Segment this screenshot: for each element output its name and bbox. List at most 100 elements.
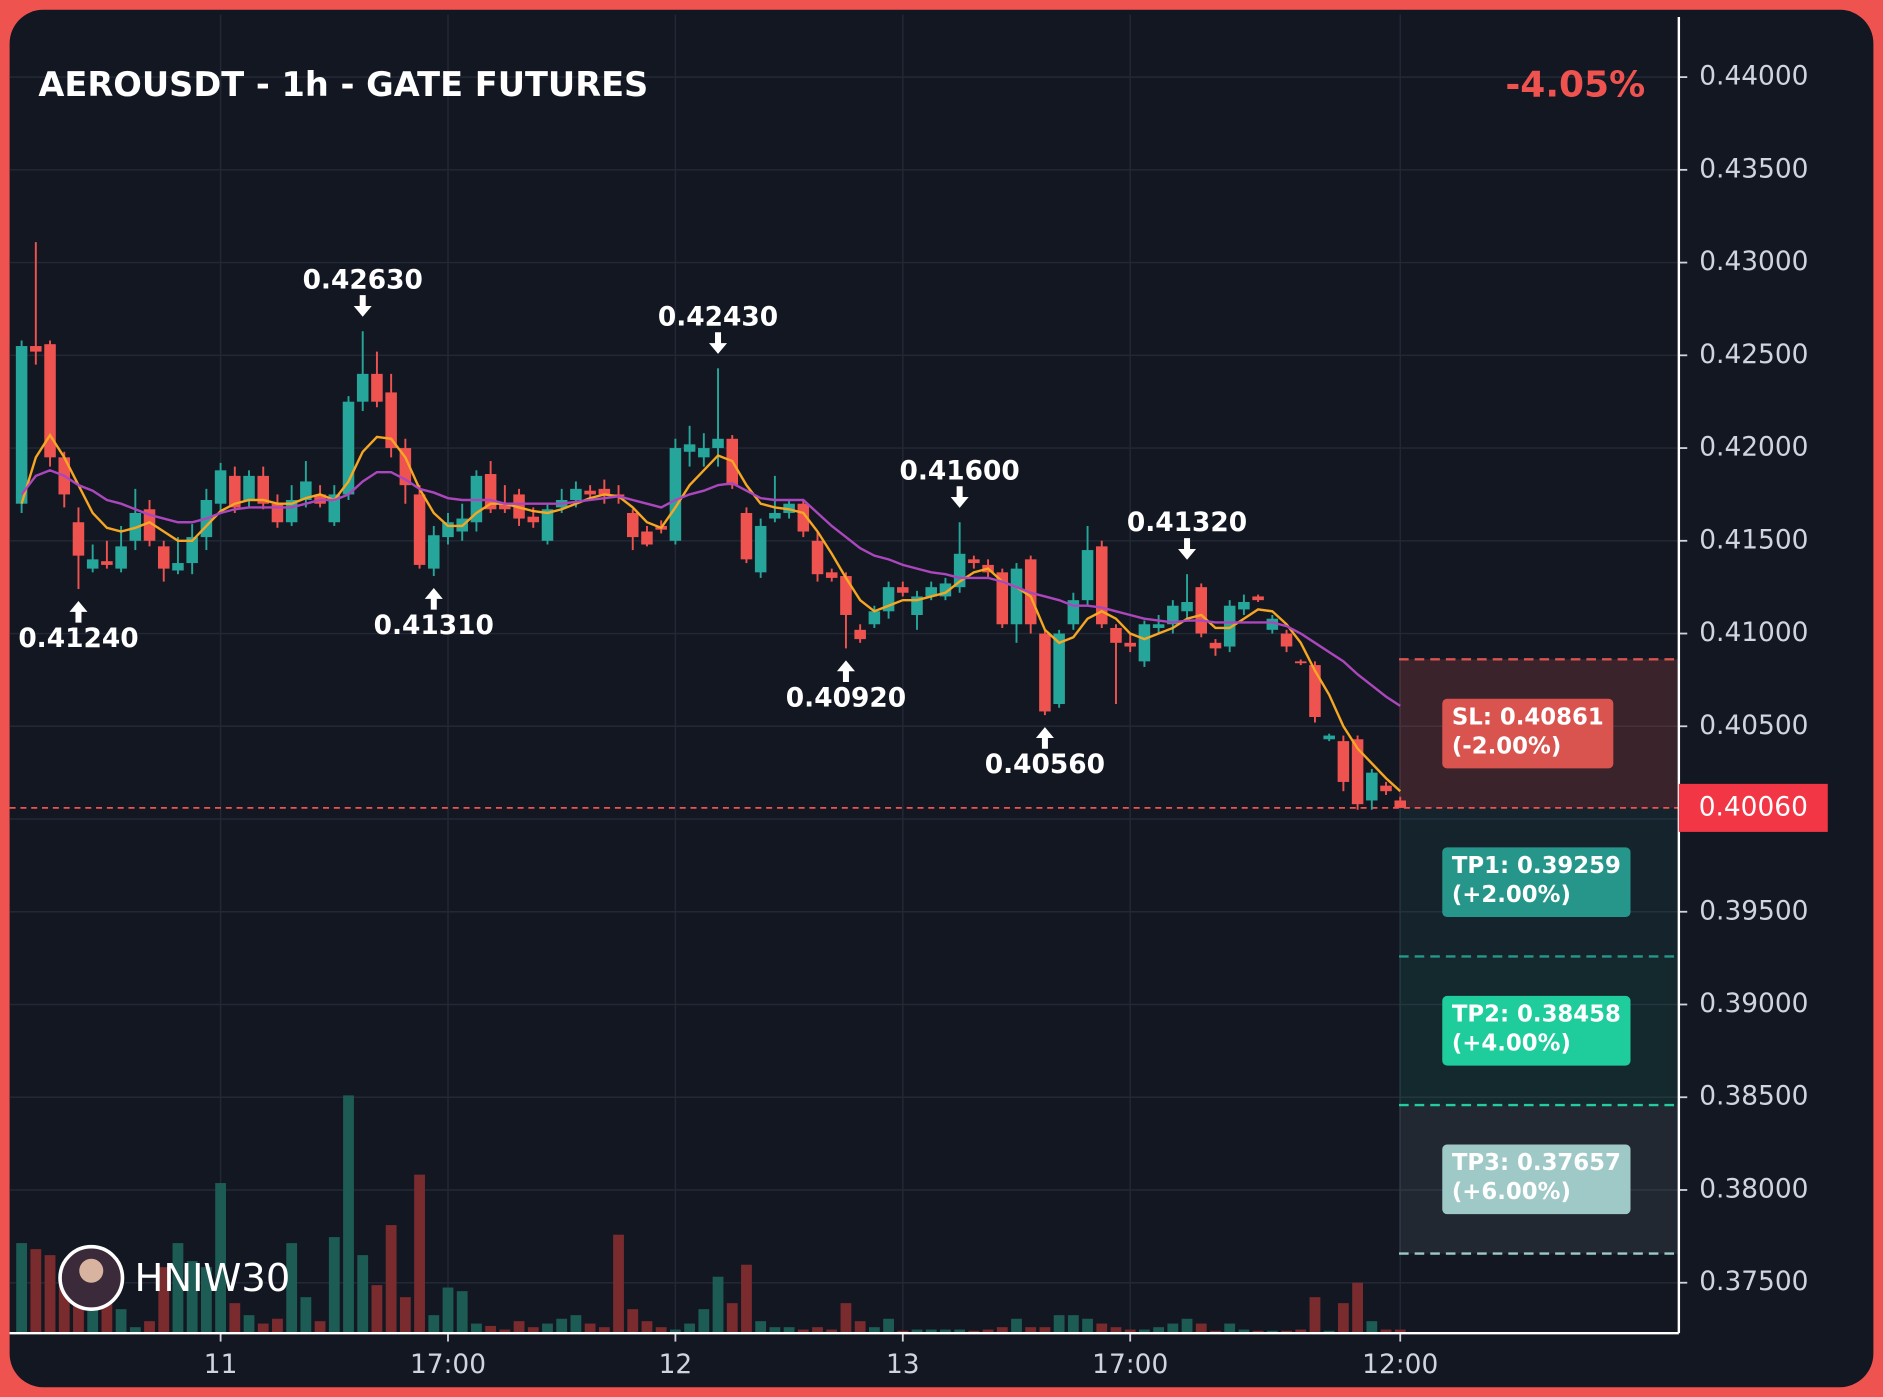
candle-body: [101, 561, 113, 565]
volume-bar: [1011, 1318, 1022, 1334]
x-tick-label: 13: [886, 1349, 920, 1380]
volume-bar: [314, 1321, 326, 1334]
candle-body: [1394, 800, 1406, 808]
candle-body: [442, 522, 454, 538]
volume-bar: [1096, 1323, 1108, 1334]
volume-bar: [840, 1303, 852, 1334]
volume-bar: [797, 1329, 809, 1334]
y-tick-label: 0.38500: [1699, 1081, 1808, 1112]
volume-bar: [1394, 1329, 1406, 1334]
candle-body: [527, 516, 540, 523]
watermark: HNIW30: [58, 1244, 291, 1311]
candle-body: [669, 448, 682, 541]
candle-body: [1124, 642, 1136, 647]
candle-body: [1280, 633, 1293, 647]
candle-body: [285, 499, 298, 523]
candle-body: [1223, 605, 1236, 647]
x-tick-label: 17:00: [1092, 1349, 1168, 1380]
volume-bar: [1124, 1329, 1136, 1334]
candle-body: [229, 475, 241, 508]
candle-body: [1238, 602, 1250, 610]
candle-body: [300, 481, 312, 500]
candle-body: [86, 559, 99, 569]
volume-bar: [286, 1243, 298, 1334]
annotation-label: 0.41600: [900, 455, 1020, 486]
candle-body: [626, 512, 639, 538]
candle-body: [584, 490, 596, 495]
volume-bar: [115, 1309, 127, 1334]
candle-body: [698, 448, 710, 458]
annotation-label: 0.42630: [303, 264, 423, 295]
candle-body: [641, 531, 653, 545]
candle-body: [115, 546, 127, 569]
candle-body: [44, 344, 56, 458]
candle-body: [882, 587, 895, 612]
volume-bar: [684, 1323, 696, 1334]
chart-title: AEROUSDT - 1h - GATE FUTURES: [38, 65, 648, 104]
volume-bar: [854, 1321, 866, 1334]
volume-bar: [1082, 1318, 1093, 1334]
volume-bar: [229, 1303, 241, 1334]
candle-body: [754, 525, 767, 573]
candle-body: [811, 540, 824, 575]
volume-bar: [30, 1249, 42, 1334]
candle-body: [143, 509, 156, 541]
y-tick-label: 0.39500: [1699, 895, 1808, 926]
candle-body: [1167, 605, 1179, 625]
candle-body: [825, 572, 838, 578]
volume-bar: [499, 1329, 511, 1334]
candle-body: [1039, 633, 1051, 712]
candle-body: [1138, 624, 1151, 662]
candle-body: [499, 503, 511, 510]
volume-bar: [741, 1264, 752, 1334]
volume-bar: [925, 1329, 937, 1334]
y-tick-label: 0.44000: [1699, 61, 1808, 92]
candle-body: [1096, 546, 1108, 625]
annotation-arrow: [950, 486, 969, 508]
level-box: [1442, 995, 1631, 1066]
candle-body: [1309, 665, 1321, 718]
level-note: (-2.00%): [1452, 733, 1561, 759]
volume-bar: [1224, 1323, 1236, 1334]
volume-bar: [996, 1327, 1008, 1334]
candle-body: [399, 448, 412, 486]
candle-body: [257, 475, 269, 504]
candle-body: [769, 512, 781, 519]
last-price-label: 0.40060: [1699, 791, 1808, 822]
volume-bar: [257, 1323, 269, 1334]
y-tick-label: 0.39000: [1699, 988, 1808, 1019]
volume-bar: [669, 1329, 681, 1334]
candle-body: [939, 583, 952, 597]
change-label: -4.05%: [1505, 65, 1645, 106]
volume-bar: [44, 1255, 56, 1334]
volume-bar: [1039, 1327, 1051, 1334]
candle-body: [1209, 642, 1222, 649]
candle-body: [1323, 735, 1335, 740]
candle-body: [683, 444, 696, 452]
volume-bar: [1153, 1327, 1165, 1334]
candle-body: [484, 474, 497, 510]
candle-body: [243, 475, 255, 500]
candle-body: [911, 596, 923, 615]
level-label: TP1: 0.39259: [1452, 853, 1621, 879]
volume-bar: [1110, 1327, 1122, 1334]
candle-body: [1181, 602, 1193, 612]
volume-bar: [1238, 1329, 1250, 1334]
candle-body: [570, 488, 582, 500]
volume-bar: [1380, 1329, 1392, 1334]
volume-bar: [328, 1237, 340, 1334]
candle-body: [797, 503, 810, 532]
watermark-text: HNIW30: [135, 1256, 291, 1301]
volume-bar: [1067, 1315, 1079, 1334]
volume-bar: [272, 1318, 283, 1334]
volume-bar: [158, 1267, 170, 1334]
volume-bar: [385, 1225, 397, 1334]
candle-body: [214, 470, 227, 504]
annotation-label: 0.41240: [18, 623, 138, 654]
volume-bar: [343, 1095, 354, 1334]
y-tick-label: 0.37500: [1699, 1266, 1808, 1297]
candle-body: [541, 509, 554, 541]
volume-bar: [371, 1285, 383, 1334]
